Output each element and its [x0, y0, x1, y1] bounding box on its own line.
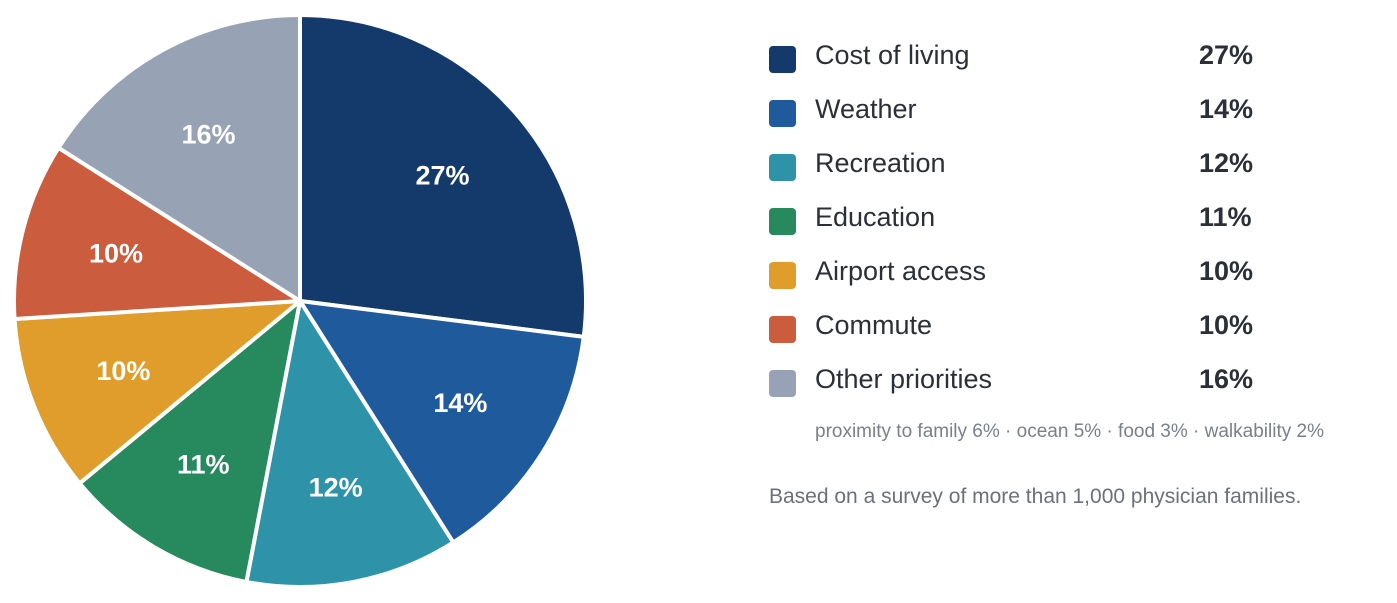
legend-swatch-4	[769, 262, 796, 289]
pie-slice-2	[244, 299, 456, 589]
survey-footnote: Based on a survey of more than 1,000 phy…	[769, 485, 1302, 508]
legend-value-3: 11%	[1199, 202, 1252, 232]
legend-label-5: Commute	[815, 310, 933, 340]
legend-label-1: Weather	[815, 94, 917, 124]
legend-value-6: 16%	[1199, 364, 1254, 394]
legend-item-4: Airport access 10%	[769, 250, 1389, 304]
pie-slice-6	[56, 13, 302, 303]
legend-item-3: Education 11%	[769, 196, 1389, 250]
legend-label-4: Airport access	[815, 256, 987, 286]
legend-item-5: Commute 10%	[769, 304, 1389, 358]
legend-swatch-6	[769, 370, 796, 397]
legend-label-6: Other priorities	[815, 364, 993, 394]
legend-value-5: 10%	[1199, 310, 1254, 340]
legend-swatch-1	[769, 100, 796, 127]
pie-slice-label-6: 16%	[181, 120, 235, 150]
pie-slice-1	[298, 299, 586, 545]
legend-item-2: Recreation 12%	[769, 142, 1389, 196]
other-priorities-breakdown: proximity to family 6% · ocean 5% · food…	[815, 421, 1324, 442]
pie-slice-0	[298, 13, 588, 339]
pie-slice-3	[77, 299, 302, 584]
legend: Cost of living 27% Weather 14% Recreation 12%…	[769, 34, 1389, 412]
pie-chart: 27% 14% 12% 11% 10% 10% 16%	[12, 13, 588, 589]
pie-slice-5	[12, 145, 302, 321]
legend-label-2: Recreation	[815, 148, 946, 178]
legend-label-0: Cost of living	[815, 40, 970, 70]
legend-label-3: Education	[815, 202, 936, 232]
pie-slice-label-1: 14%	[433, 388, 487, 418]
legend-swatch-3	[769, 208, 796, 235]
legend-value-1: 14%	[1199, 94, 1254, 124]
legend-item-6: Other priorities 16%	[769, 358, 1389, 412]
legend-item-0: Cost of living 27%	[769, 34, 1389, 88]
legend-value-2: 12%	[1199, 148, 1254, 178]
pie-slice-label-0: 27%	[415, 160, 469, 190]
legend-swatch-0	[769, 46, 796, 73]
pie-slice-label-2: 12%	[309, 473, 363, 503]
pie-slice-4	[12, 299, 302, 486]
legend-item-1: Weather 14%	[769, 88, 1389, 142]
legend-value-4: 10%	[1199, 256, 1254, 286]
pie-slice-label-5: 10%	[89, 239, 143, 269]
legend-swatch-2	[769, 154, 796, 181]
legend-value-0: 27%	[1199, 40, 1254, 70]
pie-slice-label-3: 11%	[177, 450, 230, 480]
pie-slice-label-4: 10%	[96, 356, 150, 386]
legend-swatch-5	[769, 316, 796, 343]
